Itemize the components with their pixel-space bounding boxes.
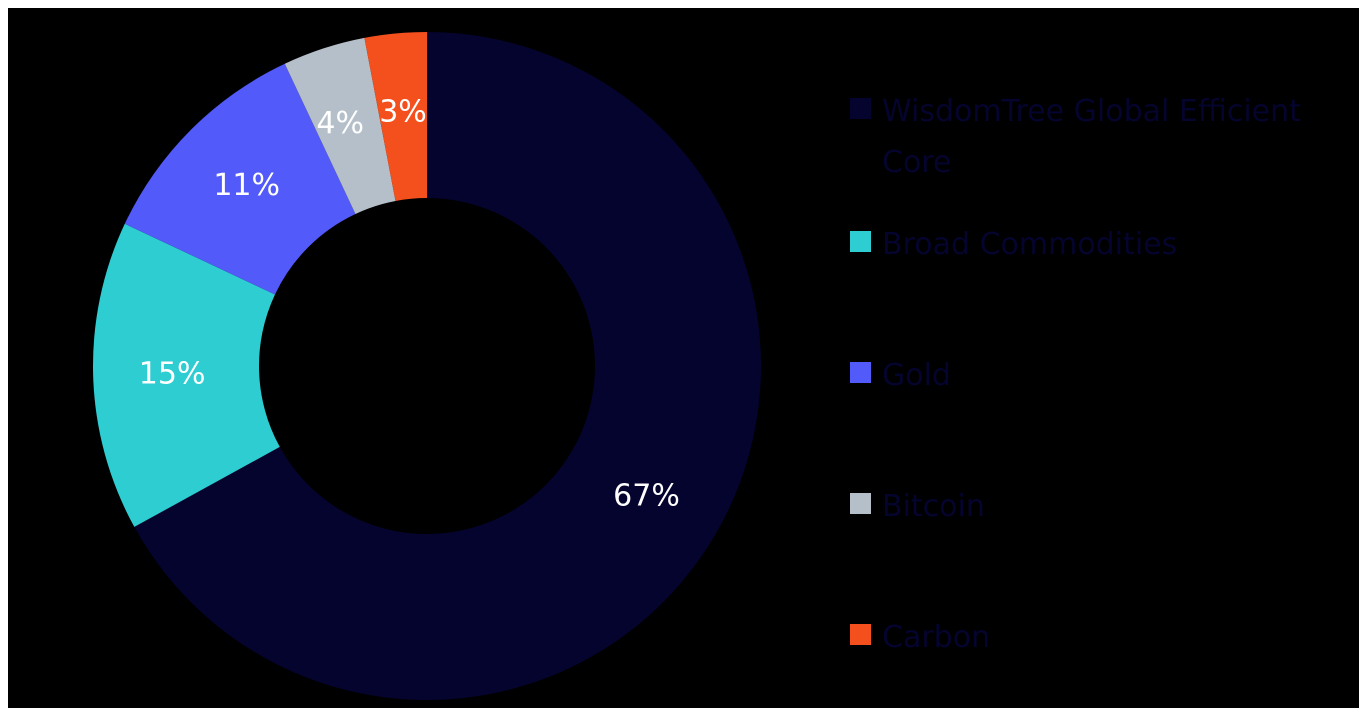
donut-slice-gold [124,63,356,295]
legend-item-broad-commodities: Broad Commodities [850,219,1347,270]
slice-value-label: 4% [316,106,364,141]
legend-item-carbon: Carbon [850,612,1347,663]
slice-value-label: 15% [139,357,206,392]
legend-label: Broad Commodities [882,227,1178,262]
donut-slice-bitcoin [284,37,396,214]
legend-item-wisdomtree-global-efficient-core: WisdomTree Global Efficient Core [850,86,1347,188]
legend-label: Carbon [882,620,991,655]
chart-frame: 67% 15% 11% 4% 3% WisdomTree Global Efficien… [8,8,1359,708]
slice-value-label: 3% [379,95,427,130]
slice-value-label: 67% [613,478,680,513]
legend-item-bitcoin: Bitcoin [850,481,1347,532]
legend-swatch [850,362,871,383]
legend-swatch [850,493,871,514]
legend-swatch [850,231,871,252]
slice-value-label: 11% [213,168,280,203]
legend-item-gold: Gold [850,350,1347,401]
legend-label: WisdomTree Global Efficient Core [882,94,1301,180]
donut-slice-wisdomtree-global-efficient-core [134,32,761,700]
donut-chart: 67% 15% 11% 4% 3% [92,32,761,700]
legend-swatch [850,98,871,119]
donut-slice-carbon [364,32,427,201]
legend-label: Gold [882,358,951,393]
legend-swatch [850,624,871,645]
donut-slice-broad-commodities [92,223,280,527]
legend-label: Bitcoin [882,489,985,524]
